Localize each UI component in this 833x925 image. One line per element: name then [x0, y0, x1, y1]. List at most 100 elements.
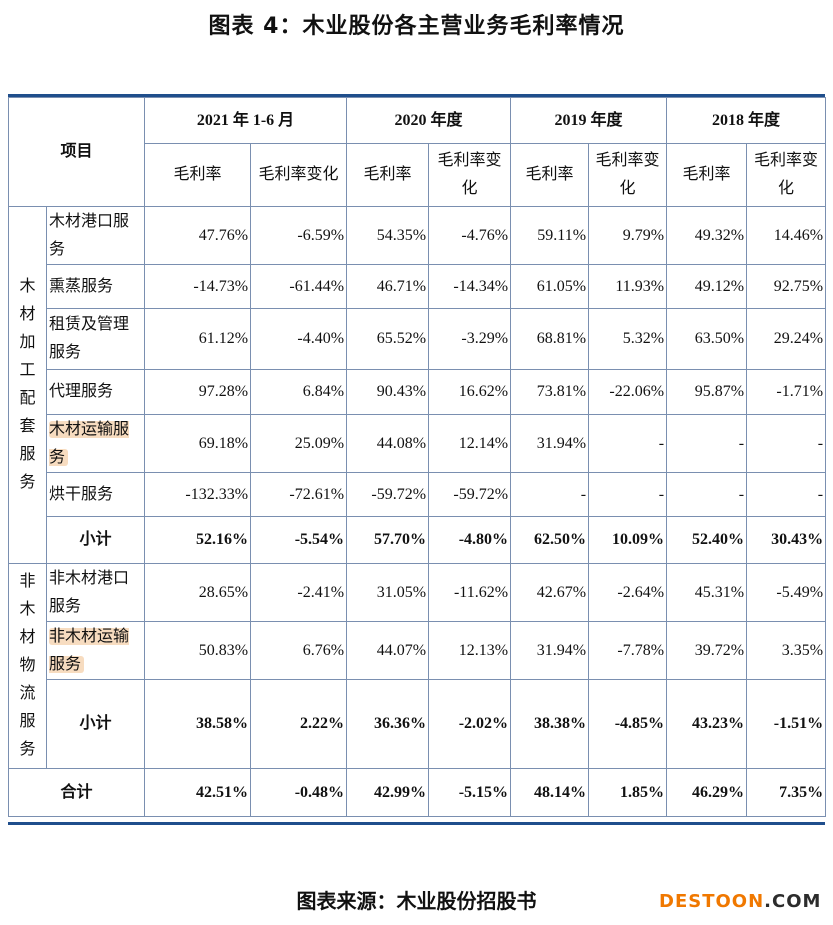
source-caption: 图表来源：木业股份招股书 [296, 889, 537, 913]
cell: 10.09% [588, 516, 668, 564]
cell: -2.64% [588, 563, 668, 622]
cell: -22.06% [588, 369, 668, 415]
cell: 42.51% [144, 768, 252, 817]
cell: -59.72% [428, 472, 512, 517]
cell: -6.59% [250, 206, 348, 265]
group-label: 木材 加工 配套 服务 [8, 206, 47, 564]
header-sub: 毛利率变化 [428, 143, 512, 207]
cell: 61.05% [510, 264, 590, 309]
header-sub: 毛利率 [144, 143, 252, 207]
cell: 92.75% [746, 264, 827, 309]
cell: 65.52% [346, 308, 430, 370]
row-label: 租赁及管理服务 [45, 308, 146, 370]
cell: -5.49% [746, 563, 827, 622]
cell: - [588, 472, 668, 517]
header-sub: 毛利率 [666, 143, 748, 207]
cell: -2.41% [250, 563, 348, 622]
cell: 36.36% [346, 679, 430, 769]
table-row: 木材 加工 配套 服务 木材港口服务 47.76% -6.59% 54.35% … [8, 206, 827, 564]
table-row: 租赁及管理服务 61.12% -4.40% 65.52% -3.29% 68.8… [9, 308, 827, 370]
cell: - [666, 414, 748, 473]
row-label: 非木材港口服务 [45, 563, 146, 622]
cell: 3.35% [746, 621, 827, 680]
cell: - [666, 472, 748, 517]
table-bottom-rule [8, 822, 825, 825]
cell: -5.15% [428, 768, 512, 817]
cell: 2.22% [250, 679, 348, 769]
cell: 25.09% [250, 414, 348, 473]
table-row: 非木材运输服务 50.83% 6.76% 44.07% 12.13% 31.94… [9, 621, 827, 680]
cell: 68.81% [510, 308, 590, 370]
cell: 44.08% [346, 414, 430, 473]
cell: 9.79% [588, 206, 668, 265]
cell: 38.38% [510, 679, 590, 769]
page-title: 图表 4：木业股份各主营业务毛利率情况 [208, 14, 625, 39]
header-period: 2019 年度 [510, 97, 668, 144]
cell: 52.16% [144, 516, 252, 564]
cell: -72.61% [250, 472, 348, 517]
cell: 63.50% [666, 308, 748, 370]
cell: -4.76% [428, 206, 512, 265]
cell: -5.54% [250, 516, 348, 564]
cell: 44.07% [346, 621, 430, 680]
subtotal-label: 小计 [45, 679, 146, 769]
cell: -14.34% [428, 264, 512, 309]
cell: -1.71% [746, 369, 827, 415]
cell: 59.11% [510, 206, 590, 265]
cell: 52.40% [666, 516, 748, 564]
row-label: 木材港口服务 [45, 206, 146, 265]
cell: 46.29% [666, 768, 748, 817]
cell: 11.93% [588, 264, 668, 309]
cell: -61.44% [250, 264, 348, 309]
header-period: 2018 年度 [666, 97, 827, 144]
cell: 5.32% [588, 308, 668, 370]
header-sub: 毛利率 [510, 143, 590, 207]
cell: 38.58% [144, 679, 252, 769]
cell: -4.40% [250, 308, 348, 370]
cell: 47.76% [144, 206, 252, 265]
cell: -11.62% [428, 563, 512, 622]
cell: -3.29% [428, 308, 512, 370]
cell: 97.28% [144, 369, 252, 415]
cell: -2.02% [428, 679, 512, 769]
cell: 28.65% [144, 563, 252, 622]
cell: 31.94% [510, 621, 590, 680]
cell: - [510, 472, 590, 517]
table-row: 非木 材物 流服 务 非木材港口服务 28.65% -2.41% 31.05% … [8, 563, 827, 769]
header-sub: 毛利率变化 [746, 143, 827, 207]
cell: -4.80% [428, 516, 512, 564]
cell: 6.84% [250, 369, 348, 415]
header-sub: 毛利率 [346, 143, 430, 207]
row-label-highlighted: 非木材运输服务 [45, 621, 146, 680]
watermark-logo: DESTOON.COM [659, 891, 822, 912]
cell: -1.51% [746, 679, 827, 769]
header-period: 2021 年 1-6 月 [144, 97, 348, 144]
cell: 12.13% [428, 621, 512, 680]
cell: 48.14% [510, 768, 590, 817]
cell: - [746, 414, 827, 473]
cell: 31.05% [346, 563, 430, 622]
cell: 1.85% [588, 768, 668, 817]
cell: 61.12% [144, 308, 252, 370]
subtotal-label: 小计 [45, 516, 146, 564]
row-label: 烘干服务 [45, 472, 146, 517]
cell: 95.87% [666, 369, 748, 415]
gross-margin-table: 项目 2021 年 1-6 月 2020 年度 2019 年度 2018 年度 … [7, 97, 827, 817]
cell: -14.73% [144, 264, 252, 309]
header-sub: 毛利率变化 [588, 143, 668, 207]
cell: 54.35% [346, 206, 430, 265]
row-label: 代理服务 [45, 369, 146, 415]
cell: 62.50% [510, 516, 590, 564]
cell: -59.72% [346, 472, 430, 517]
table-row: 木材运输服务 69.18% 25.09% 44.08% 12.14% 31.94… [9, 414, 827, 473]
cell: - [588, 414, 668, 473]
cell: 16.62% [428, 369, 512, 415]
total-row: 合计 42.51% -0.48% 42.99% -5.15% 48.14% 1.… [7, 768, 827, 817]
cell: 29.24% [746, 308, 827, 370]
header-sub: 毛利率变化 [250, 143, 348, 207]
table-row: 烘干服务 -132.33% -72.61% -59.72% -59.72% - … [9, 472, 827, 517]
cell: 69.18% [144, 414, 252, 473]
row-label-highlighted: 木材运输服务 [45, 414, 146, 473]
table-top-rule [8, 94, 825, 97]
subtotal-row: 小计 38.58% 2.22% 36.36% -2.02% 38.38% -4.… [9, 679, 827, 769]
